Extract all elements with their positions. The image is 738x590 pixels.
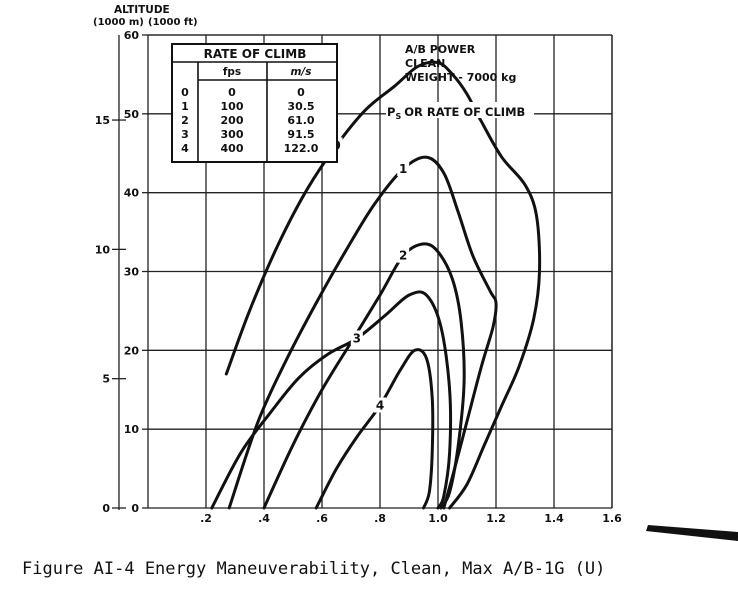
figure-caption: Figure AI-4 Energy Maneuverability, Clea… [22,559,605,579]
legend-table-title: RATE OF CLIMB [204,47,307,61]
tick-label-m: 15 [95,114,110,127]
note-power: A/B POWER [405,43,476,56]
curve-label-bg-2 [397,247,410,263]
tick-label-ft: 50 [124,108,140,121]
y-ticks-meters: 0 5 10 15 [95,114,126,515]
y-units-ft: (1000 ft) [148,17,198,28]
y-units-m: (1000 m) [93,17,144,28]
legend-cell: 122.0 [284,142,319,155]
tick-label-ft: 30 [124,266,140,279]
legend-rows: 0 0 01 100 30.52 200 61.03 300 91.54 400 122.0 [181,86,319,155]
legend-cell: 0 [181,86,189,99]
ps-annotation: PS OR RATE OF CLIMB [387,105,525,121]
tick-label-x: 1.4 [544,512,564,525]
tick-label-x: 1.6 [602,512,622,525]
tick-label-x: .8 [374,512,386,525]
curve-label-2: 2 [399,249,407,263]
legend-cell: 200 [221,114,244,127]
note-config: CLEAN [405,57,445,70]
x-ticks: .2 .4 .6 .8 1.0 1.2 1.4 1.6 [200,512,622,525]
tick-label-x: .6 [316,512,328,525]
tick-label-x: 1.2 [486,512,506,525]
legend-cell: 300 [221,128,244,141]
legend-header-ms: m/s [290,66,311,78]
tick-label-x: 1.0 [428,512,448,525]
curve-labels: 01234 [330,137,410,413]
legend-cell: 4 [181,142,189,155]
y-axis-label: ALTITUDE [114,4,170,16]
tick-label-ft: 40 [124,187,140,200]
curve-label-4: 4 [376,399,384,413]
legend-cell: 30.5 [287,100,314,113]
legend-cell: 100 [221,100,244,113]
curve-label-bg-1 [397,161,410,177]
tick-label-m: 10 [95,243,111,256]
legend-cell: 0 [228,86,236,99]
tick-label-ft: 60 [124,29,140,42]
legend-cell: 2 [181,114,189,127]
tick-label-m: 0 [102,502,110,515]
note-weight: WEIGHT - 7000 kg [405,71,516,84]
legend-cell: 61.0 [287,114,314,127]
chart-notes: A/B POWER CLEAN WEIGHT - 7000 kg PS OR RA… [386,43,534,121]
legend-cell: 3 [181,128,189,141]
legend-cell: 91.5 [287,128,314,141]
tick-label-x: .4 [258,512,270,525]
curve-label-bg-4 [374,397,386,413]
tick-label-ft: 20 [124,344,140,357]
tick-label-m: 5 [102,373,110,386]
curve-1 [227,155,498,510]
legend-cell: 1 [181,100,189,113]
y-ticks-feet: 0 10 20 30 40 50 60 [124,29,148,515]
curve-3 [210,290,453,510]
legend-cell: 0 [297,86,305,99]
tick-label-ft: 10 [124,423,140,436]
tick-label-ft: 0 [131,502,139,515]
legend-table: RATE OF CLIMB fps m/s 0 0 01 100 30.52 200 61.… [171,43,338,163]
legend-cell: 400 [221,142,244,155]
curve-label-bg-3 [350,330,363,346]
tick-label-x: .2 [200,512,212,525]
curve-2 [262,242,466,510]
curve-4 [314,348,435,510]
legend-header-fps: fps [223,66,241,78]
curve-label-1: 1 [399,162,407,176]
curve-label-3: 3 [353,332,361,346]
torn-edge-mark [646,525,738,541]
